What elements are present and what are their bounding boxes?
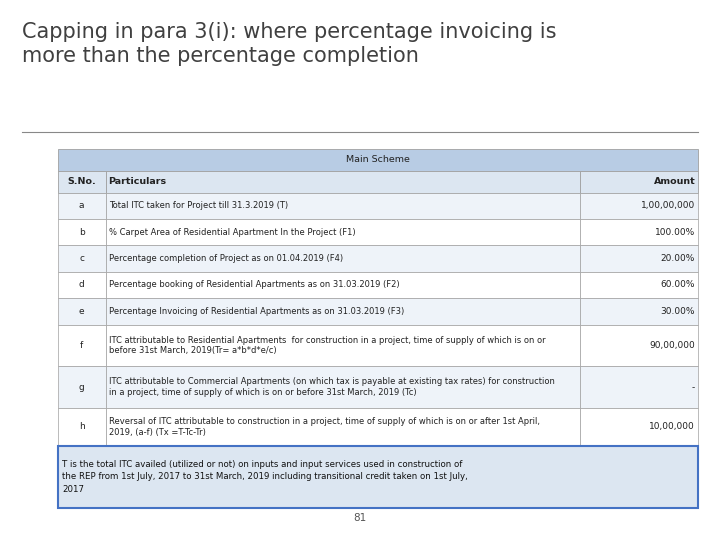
Text: Main Scheme: Main Scheme [346,155,410,164]
Text: 10,00,000: 10,00,000 [649,422,695,431]
Bar [580,245,698,272]
Bar [106,245,580,272]
Bar [580,272,698,298]
Text: h: h [78,422,84,431]
Text: c: c [79,254,84,263]
Bar [580,171,698,192]
Bar [58,325,106,366]
Text: % Carpet Area of Residential Apartment In the Project (F1): % Carpet Area of Residential Apartment I… [109,227,356,237]
Text: g: g [78,383,84,391]
Bar [106,192,580,219]
Bar [106,272,580,298]
Bar [58,219,106,245]
Bar [58,366,106,408]
Bar [106,298,580,325]
Bar [58,446,698,508]
Text: Amount: Amount [654,177,696,186]
Text: Particulars: Particulars [109,177,166,186]
Text: Percentage completion of Project as on 01.04.2019 (F4): Percentage completion of Project as on 0… [109,254,343,263]
Bar [58,408,106,446]
Bar [58,171,106,192]
Bar [580,298,698,325]
Bar [58,148,698,171]
Bar [58,192,106,219]
Bar [58,245,106,272]
Bar [58,272,106,298]
Bar [106,366,580,408]
Bar [580,408,698,446]
Text: Percentage booking of Residential Apartments as on 31.03.2019 (F2): Percentage booking of Residential Apartm… [109,280,400,289]
Text: 60.00%: 60.00% [660,280,695,289]
Bar [106,171,580,192]
Bar [106,325,580,366]
Bar [580,219,698,245]
Text: Capping in para 3(i): where percentage invoicing is
more than the percentage com: Capping in para 3(i): where percentage i… [22,22,556,65]
Bar [580,366,698,408]
Text: Total ITC taken for Project till 31.3.2019 (T): Total ITC taken for Project till 31.3.20… [109,201,289,210]
Text: 20.00%: 20.00% [660,254,695,263]
Bar [580,192,698,219]
Bar [58,298,106,325]
Text: 30.00%: 30.00% [660,307,695,316]
Text: -: - [691,383,695,391]
Text: T is the total ITC availed (utilized or not) on inputs and input services used i: T is the total ITC availed (utilized or … [62,460,468,494]
Bar [106,408,580,446]
Text: e: e [78,307,84,316]
Bar [580,325,698,366]
Text: 81: 81 [354,514,366,523]
Text: 1,00,00,000: 1,00,00,000 [641,201,695,210]
Text: 90,00,000: 90,00,000 [649,341,695,350]
Text: Reversal of ITC attributable to construction in a project, time of supply of whi: Reversal of ITC attributable to construc… [109,417,540,436]
Text: Percentage Invoicing of Residential Apartments as on 31.03.2019 (F3): Percentage Invoicing of Residential Apar… [109,307,405,316]
Text: ITC attributable to Residential Apartments  for construction in a project, time : ITC attributable to Residential Apartmen… [109,336,546,355]
Text: f: f [80,341,84,350]
Text: ITC attributable to Commercial Apartments (on which tax is payable at existing t: ITC attributable to Commercial Apartment… [109,377,555,397]
Text: a: a [79,201,84,210]
Bar [106,219,580,245]
Text: 100.00%: 100.00% [654,227,695,237]
Text: d: d [78,280,84,289]
Text: b: b [78,227,84,237]
Text: S.No.: S.No. [67,177,96,186]
